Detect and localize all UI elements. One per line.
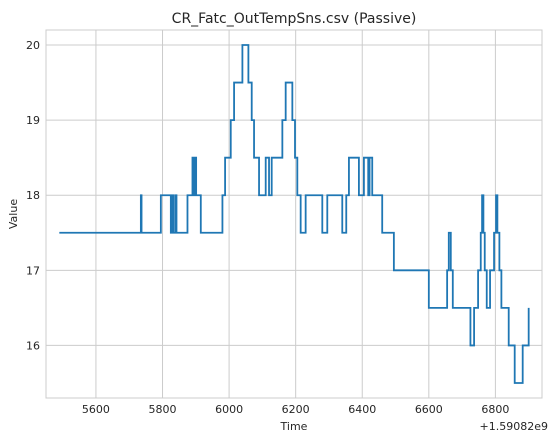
series-line (59, 44, 530, 384)
x-axis-ticks: 5600 5800 6000 6200 6400 6600 6800 (82, 403, 509, 416)
x-tick-label: 6600 (415, 403, 443, 416)
grid (46, 30, 542, 398)
plot-area (46, 30, 542, 398)
y-tick-label: 19 (26, 114, 40, 127)
y-axis-label: Value (7, 199, 20, 229)
y-tick-label: 20 (26, 39, 40, 52)
plot-frame (45, 29, 543, 399)
y-tick-label: 18 (26, 189, 40, 202)
y-tick-label: 16 (26, 339, 40, 352)
x-tick-label: 5800 (149, 403, 177, 416)
x-tick-label: 6000 (215, 403, 243, 416)
chart-title: CR_Fatc_OutTempSns.csv (Passive) (172, 11, 417, 27)
x-axis-offset-label: +1.59082e9 (480, 420, 548, 433)
x-axis-label: Time (280, 420, 308, 433)
x-tick-label: 5600 (82, 403, 110, 416)
y-axis-ticks: 16 17 18 19 20 (26, 39, 40, 352)
x-tick-label: 6400 (348, 403, 376, 416)
x-tick-label: 6200 (282, 403, 310, 416)
y-tick-label: 17 (26, 264, 40, 277)
x-tick-label: 6800 (481, 403, 509, 416)
